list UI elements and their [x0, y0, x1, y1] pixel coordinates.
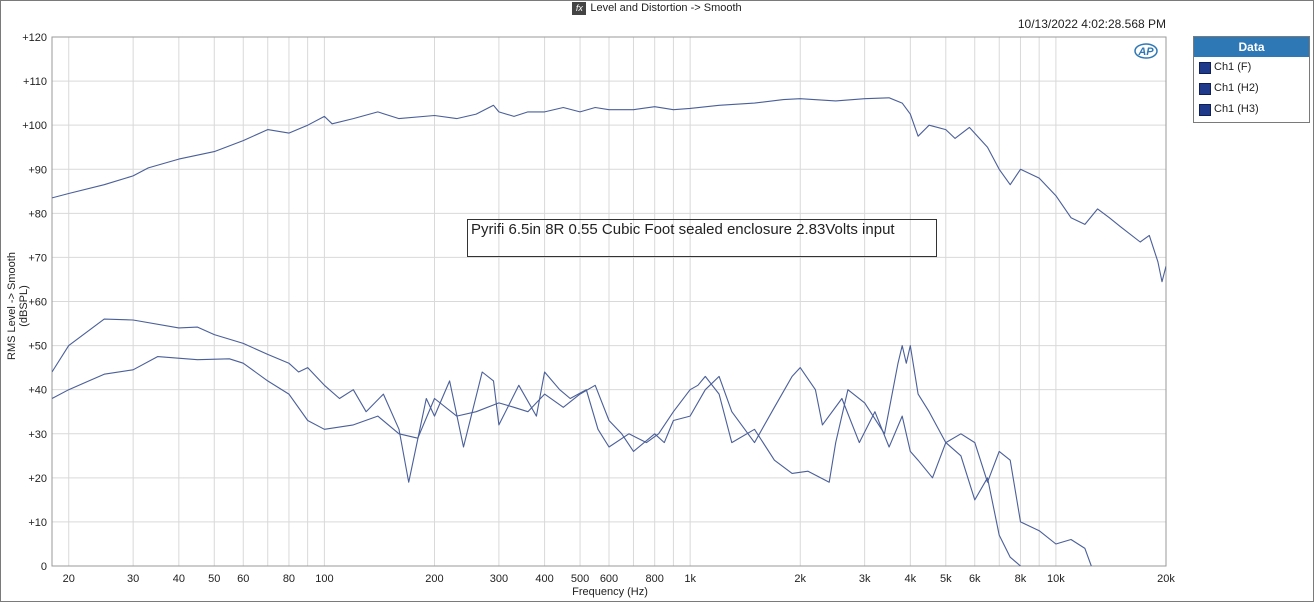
y-tick-label: +110 [23, 76, 47, 88]
y-tick-label: +20 [28, 473, 47, 485]
x-tick-label: 8k [1015, 573, 1027, 585]
chart-title: Level and Distortion -> Smooth [590, 2, 742, 14]
x-tick-label: 1k [684, 573, 696, 585]
ap-logo: AP [1134, 43, 1158, 59]
x-tick-label: 40 [173, 573, 185, 585]
x-tick-label: 20 [63, 573, 75, 585]
legend-label: Ch1 (H3) [1214, 103, 1259, 115]
plot-area [51, 36, 1167, 567]
chart-title-bar: fx Level and Distortion -> Smooth [0, 0, 1314, 16]
y-tick-label: +60 [28, 297, 47, 309]
tick-labels: 20 30 40 50 60 80 100 200 300 400 500 600 800 1k 2k 3k 4… [22, 32, 1175, 585]
legend-item[interactable]: Ch1 (H2) [1194, 78, 1309, 99]
x-tick-label: 100 [315, 573, 333, 585]
x-tick-label: 80 [283, 573, 295, 585]
y-tick-label: 0 [41, 561, 47, 573]
y-tick-label: +10 [28, 517, 47, 529]
chart-annotation: Pyrifi 6.5in 8R 0.55 Cubic Foot sealed e… [467, 219, 937, 257]
y-tick-label: +80 [28, 208, 47, 220]
y-tick-label: +120 [22, 32, 47, 44]
legend-swatch[interactable] [1199, 62, 1211, 74]
x-tick-label: 600 [600, 573, 618, 585]
series-line [52, 318, 1021, 566]
y-tick-label: +100 [22, 120, 47, 132]
legend-label: Ch1 (H2) [1214, 82, 1259, 94]
timestamp: 10/13/2022 4:02:28.568 PM [1017, 17, 1166, 31]
x-tick-label: 6k [969, 573, 981, 585]
legend-label: Ch1 (F) [1214, 61, 1252, 73]
x-tick-label: 50 [208, 573, 220, 585]
y-tick-label: +30 [28, 429, 47, 441]
legend-title: Data [1194, 37, 1309, 57]
x-tick-label: 60 [237, 573, 249, 585]
y-tick-label: +90 [28, 164, 47, 176]
x-tick-label: 5k [940, 573, 952, 585]
series-line [52, 97, 1166, 283]
legend: Data Ch1 (F) Ch1 (H2) Ch1 (H3) [1193, 36, 1310, 123]
legend-swatch[interactable] [1199, 104, 1211, 116]
y-tick-label: +40 [28, 385, 47, 397]
fx-icon[interactable]: fx [572, 1, 587, 15]
x-tick-label: 400 [535, 573, 553, 585]
grid-lines [51, 36, 1167, 567]
series-line [52, 356, 1092, 566]
legend-item[interactable]: Ch1 (F) [1194, 57, 1309, 78]
legend-item[interactable]: Ch1 (H3) [1194, 99, 1309, 120]
x-tick-label: 2k [794, 573, 806, 585]
y-axis-label: RMS Level -> Smooth (dBSPL) [6, 252, 30, 360]
legend-swatch[interactable] [1199, 83, 1211, 95]
x-tick-label: 10k [1047, 573, 1065, 585]
x-tick-label: 4k [905, 573, 917, 585]
y-tick-label: +70 [28, 252, 47, 264]
y-tick-label: +50 [28, 341, 47, 353]
x-tick-label: 800 [646, 573, 664, 585]
logo-text: AP [1137, 46, 1154, 58]
x-tick-label: 300 [490, 573, 508, 585]
x-tick-label: 30 [127, 573, 139, 585]
logo-ring [1134, 43, 1158, 59]
x-tick-label: 500 [571, 573, 589, 585]
x-tick-label: 200 [425, 573, 443, 585]
x-tick-label: 20k [1157, 573, 1175, 585]
x-axis-label: Frequency (Hz) [572, 586, 648, 598]
x-tick-label: 3k [859, 573, 871, 585]
series-lines [52, 97, 1166, 566]
